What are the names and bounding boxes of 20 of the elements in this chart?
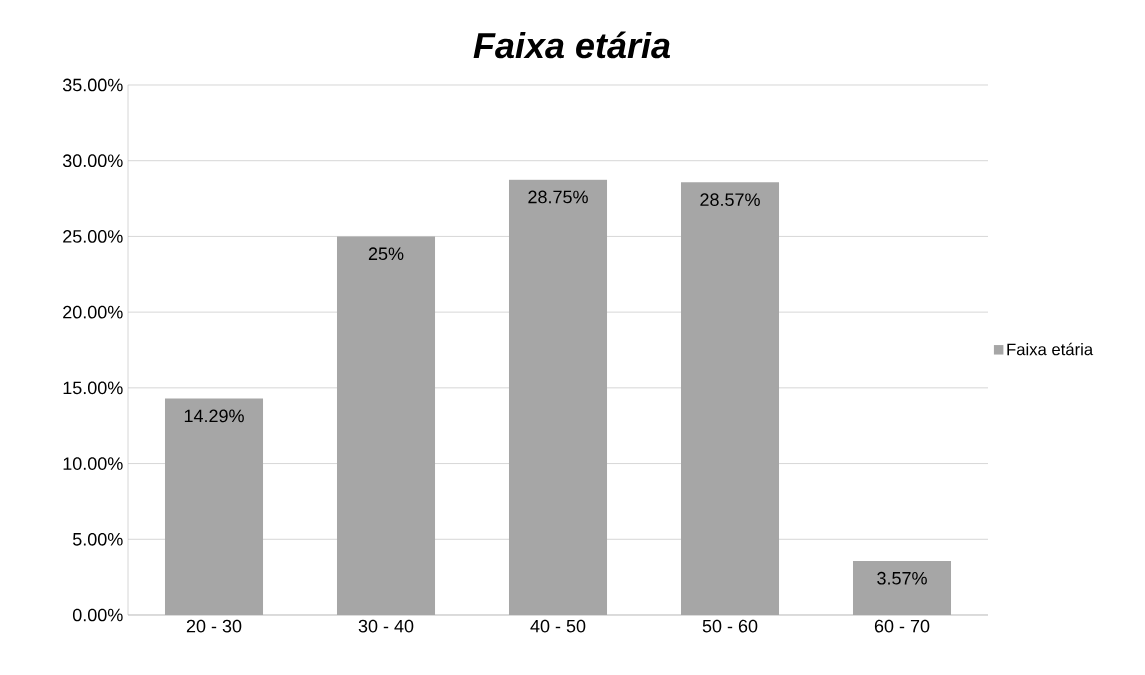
y-tick-label: 5.00%	[72, 532, 123, 546]
y-tick-label: 30.00%	[62, 154, 123, 168]
data-label: 25%	[368, 247, 404, 261]
x-tick-label: 60 - 70	[874, 619, 930, 633]
y-tick-label: 15.00%	[63, 381, 123, 395]
y-tick-label: 20.00%	[63, 305, 123, 319]
legend-label: Faixa etária	[1007, 342, 1094, 356]
data-label: 28.75%	[528, 190, 588, 204]
y-tick-label: 25.00%	[63, 230, 123, 243]
x-tick-label: 50 - 60	[702, 619, 758, 633]
y-tick-label: 10.00%	[63, 457, 123, 470]
data-label: 3.57%	[877, 571, 927, 585]
data-label: 14.29%	[184, 409, 244, 423]
x-tick-label: 30 - 40	[358, 619, 414, 633]
x-tick-label: 40 - 50	[530, 619, 586, 633]
chart-title: Faixa etária	[473, 31, 670, 59]
x-tick-label: 20 - 30	[186, 619, 242, 633]
y-tick-label: 35.00%	[62, 78, 123, 92]
y-tick-label: 0.00%	[72, 608, 123, 622]
data-label: 28.57%	[700, 193, 760, 207]
